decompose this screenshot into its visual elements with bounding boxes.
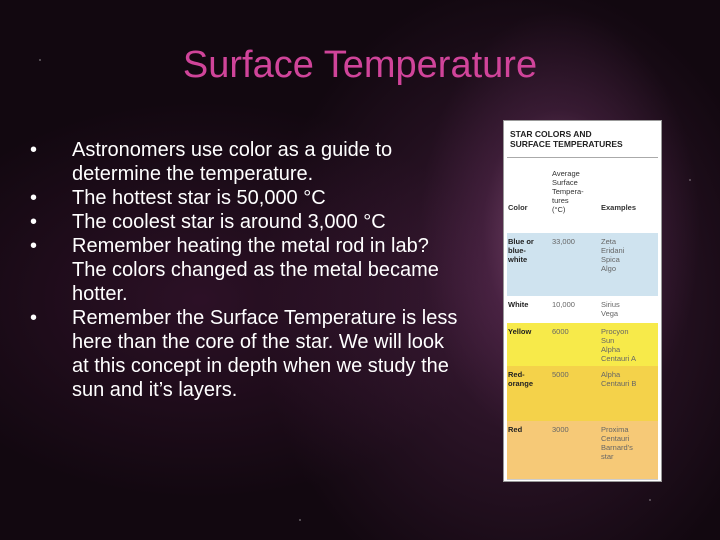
cell-line: Zeta — [601, 237, 617, 246]
table-cell: Red-orange — [508, 370, 533, 388]
cell-line: Color — [508, 203, 528, 212]
header-cell: Average Surface Tempera-tures (°C) — [552, 169, 584, 214]
table-cell: Zeta Eridani Spica Algo — [601, 237, 624, 273]
cell-line: orange — [508, 379, 534, 388]
cell-line: 10,000 — [552, 300, 575, 309]
table-cell: Alpha Centauri B — [601, 370, 636, 388]
table-cell: 10,000 — [552, 300, 575, 309]
table-cell: Blue or blue-white — [508, 237, 534, 264]
header-cell: Examples — [601, 203, 636, 212]
cell-line: Examples — [601, 203, 637, 212]
cell-line: Centauri — [601, 434, 630, 443]
bullet: The hottest star is 50,000 °C — [30, 186, 466, 210]
table-cell: 3000 — [552, 425, 569, 434]
cell-line: SURFACE TEMPERATURES — [510, 139, 623, 149]
cell-line: Procyon — [601, 327, 629, 336]
header-row: Color Average Surface Tempera-tures (°C) Exam… — [507, 165, 658, 234]
bullet: Astronomers use color as a guide to dete… — [30, 138, 466, 186]
cell-line: Centauri A — [601, 354, 637, 363]
cell-line: 6000 — [552, 327, 569, 336]
table-row: Red-orange 5000 Alpha Centauri B — [507, 366, 658, 422]
cell-line: Eridani — [601, 246, 625, 255]
table-row: Red 3000 Proxima Centauri Barnard's star — [507, 421, 658, 480]
table-cell: Procyon Sun Alpha Centauri A — [601, 327, 636, 363]
table-cell: Yellow — [508, 327, 531, 336]
cell-line: white — [508, 255, 528, 264]
table-row: Blue or blue-white 33,000 Zeta Eridani Spica A… — [507, 233, 658, 297]
cell-line: Alpha — [601, 345, 621, 354]
cell-line: 5000 — [552, 370, 569, 379]
cell-line: tures — [552, 196, 569, 205]
cell-line: (°C) — [552, 205, 566, 214]
star-table: STAR COLORS AND SURFACE TEMPERATURES Color… — [503, 120, 662, 482]
table-cell: Proxima Centauri Barnard's star — [601, 425, 633, 461]
bullet: The coolest star is around 3,000 °C — [30, 210, 466, 234]
cell-line: Tempera- — [552, 187, 584, 196]
header-cell: Color — [508, 203, 528, 212]
bullet: Remember heating the metal rod in lab? T… — [30, 234, 466, 306]
cell-line: Proxima — [601, 425, 629, 434]
table-cell: White — [508, 300, 528, 309]
table-cell: 6000 — [552, 327, 569, 336]
bullet-list: Astronomers use color as a guide to dete… — [30, 138, 466, 402]
cell-line: 3000 — [552, 425, 569, 434]
cell-line: Centauri B — [601, 379, 637, 388]
cell-line: Barnard's — [601, 443, 633, 452]
cell-line: Algo — [601, 264, 617, 273]
cell-line: Sirius — [601, 300, 620, 309]
cell-line: blue- — [508, 246, 526, 255]
cell-line: Sun — [601, 336, 615, 345]
table-cell: Sirius Vega — [601, 300, 620, 318]
cell-line: White — [508, 300, 529, 309]
cell-line: 33,000 — [552, 237, 575, 246]
slide-title: Surface Temperature — [182, 44, 538, 86]
table-cell: 5000 — [552, 370, 569, 379]
cell-line: Alpha — [601, 370, 621, 379]
table-row: Yellow 6000 Procyon Sun Alpha Centauri A — [507, 323, 658, 367]
table-row: White 10,000 Sirius Vega — [507, 296, 658, 324]
rule — [507, 157, 658, 158]
cell-line: Red- — [508, 370, 525, 379]
cell-line: STAR COLORS AND — [510, 129, 592, 139]
bullet: Remember the Surface Temperature is less… — [30, 306, 466, 402]
cell-line: Average — [552, 169, 580, 178]
cell-line: Blue or — [508, 237, 534, 246]
table-cell: Red — [508, 425, 522, 434]
cell-line: Yellow — [508, 327, 532, 336]
cell-line: Surface — [552, 178, 578, 187]
cell-line: star — [601, 452, 614, 461]
cell-line: Vega — [601, 309, 619, 318]
cell-line: Spica — [601, 255, 620, 264]
table-title: STAR COLORS AND SURFACE TEMPERATURES — [510, 129, 623, 149]
cell-line: Red — [508, 425, 523, 434]
table-cell: 33,000 — [552, 237, 575, 246]
